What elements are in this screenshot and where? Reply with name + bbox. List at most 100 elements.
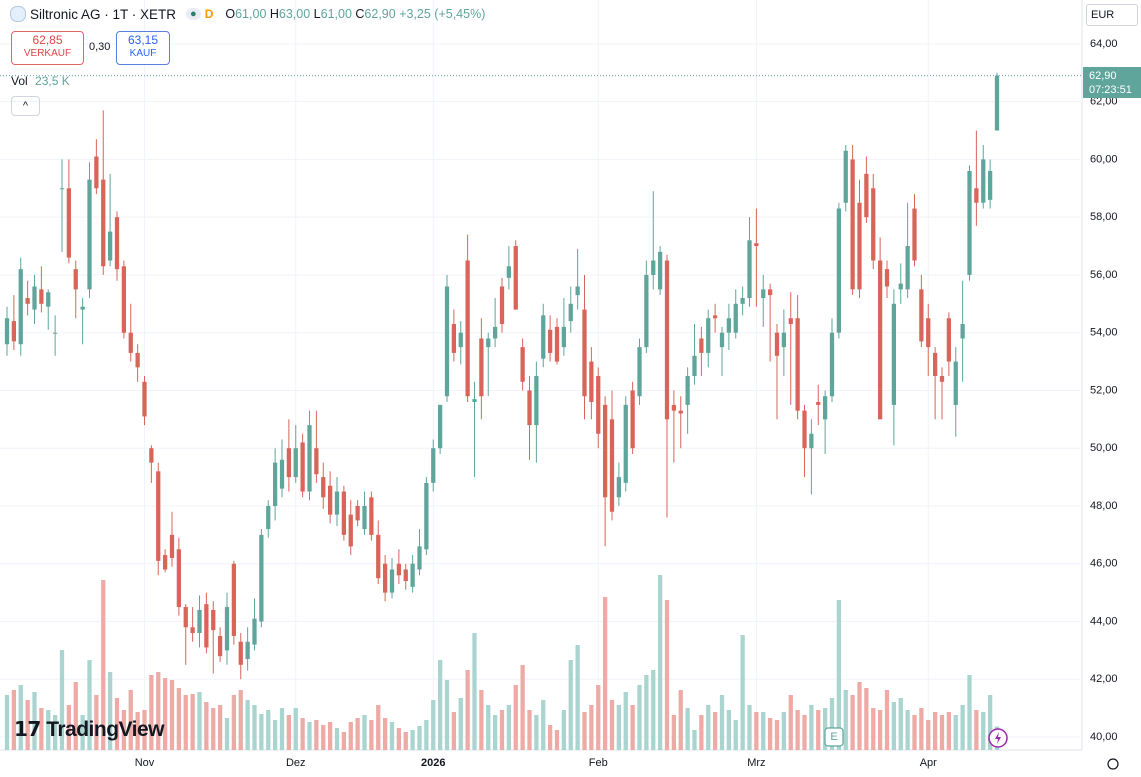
volume-bar bbox=[850, 695, 855, 750]
volume-bar bbox=[417, 726, 422, 750]
axis-layer: 40,00 42,00 44,00 46,00 48,00 50,00 52,00 54,00… bbox=[0, 38, 1118, 769]
candle-body bbox=[327, 485, 333, 515]
candle-body bbox=[891, 303, 897, 405]
candle-body bbox=[829, 332, 835, 397]
candle-body bbox=[128, 332, 133, 353]
volume-bar bbox=[300, 718, 305, 750]
candle-body bbox=[788, 318, 793, 325]
ohlc-values: O61,00 H63,00 L61,00 C62,90 +3,25 (+5,45… bbox=[225, 7, 485, 21]
candle-body bbox=[589, 361, 594, 403]
candle-body bbox=[183, 607, 188, 628]
volume-bar bbox=[410, 730, 415, 750]
candle-body bbox=[685, 376, 690, 405]
candle-body bbox=[602, 404, 608, 498]
volume-bar bbox=[637, 685, 642, 750]
volume-bar bbox=[740, 635, 745, 750]
volume-bar bbox=[678, 690, 683, 750]
volume-bar bbox=[884, 690, 890, 750]
candle-body bbox=[293, 448, 298, 478]
volume-bar bbox=[905, 710, 910, 750]
candle-body bbox=[795, 318, 800, 411]
candle-body bbox=[362, 505, 367, 530]
candle-body bbox=[767, 289, 773, 296]
sell-button[interactable]: 62,85 VERKAUF bbox=[11, 31, 84, 65]
volume-bar bbox=[644, 675, 649, 750]
collapse-button[interactable]: ^ bbox=[11, 96, 40, 116]
earnings-icon[interactable] bbox=[824, 727, 844, 747]
candle-body bbox=[898, 283, 903, 290]
volume-bar bbox=[582, 712, 587, 750]
candle-body bbox=[981, 159, 986, 203]
candle-body bbox=[107, 231, 113, 261]
symbol-title[interactable]: Siltronic AG · 1T · XETR bbox=[30, 6, 177, 22]
candle-body bbox=[905, 246, 910, 290]
volume-bar bbox=[437, 660, 443, 750]
volume-bar bbox=[162, 678, 168, 750]
candle-body bbox=[66, 188, 72, 258]
candle-body bbox=[176, 549, 182, 608]
candle-body bbox=[121, 266, 127, 333]
candle-body bbox=[135, 352, 140, 368]
price-tag-value: 62,90 bbox=[1089, 70, 1117, 82]
volume-bar bbox=[932, 712, 938, 750]
volume-bar bbox=[114, 698, 120, 750]
candle-body bbox=[774, 332, 780, 356]
candle-body bbox=[73, 269, 78, 290]
candle-body bbox=[190, 627, 195, 634]
candle-body bbox=[197, 609, 202, 634]
candle-body bbox=[417, 546, 422, 570]
volume-bar bbox=[919, 708, 924, 750]
volume-bar bbox=[802, 715, 807, 750]
candle-body bbox=[953, 361, 958, 405]
volume-bar bbox=[183, 695, 188, 750]
candle-body bbox=[114, 217, 120, 270]
c-value: 62,90 bbox=[364, 7, 396, 21]
legend-row: Siltronic AG · 1T · XETR ● D O61,00 H63,… bbox=[10, 6, 485, 22]
candle-body bbox=[712, 315, 718, 319]
volume-bar bbox=[953, 715, 958, 750]
volume-bar bbox=[190, 694, 195, 750]
vol-label: Vol bbox=[11, 74, 28, 88]
candle-layer bbox=[4, 72, 1000, 680]
candle-body bbox=[300, 442, 305, 492]
volume-bar bbox=[348, 722, 353, 750]
volume-bar bbox=[341, 732, 347, 750]
candle-body bbox=[726, 318, 732, 333]
delay-badge[interactable]: D bbox=[204, 7, 214, 21]
candle-body bbox=[156, 471, 161, 561]
volume-bar bbox=[321, 725, 326, 750]
candle-body bbox=[266, 505, 271, 530]
l-label: L bbox=[313, 7, 321, 21]
change: +3,25 (+5,45%) bbox=[399, 7, 486, 21]
volume-bar bbox=[836, 600, 842, 750]
volume-bar bbox=[671, 715, 677, 750]
candle-body bbox=[451, 324, 457, 353]
currency-button[interactable]: EUR bbox=[1086, 4, 1138, 26]
buy-button[interactable]: 63,15 KAUF bbox=[116, 31, 170, 65]
candle-body bbox=[142, 381, 147, 417]
candle-body bbox=[939, 376, 945, 382]
settings-icon[interactable] bbox=[1107, 758, 1119, 770]
volume-bar bbox=[754, 712, 759, 750]
volume-legend: Vol 23,5 K bbox=[11, 74, 70, 88]
y-tick-label: 52,00 bbox=[1090, 384, 1118, 396]
candle-body bbox=[967, 170, 972, 275]
candle-body bbox=[657, 251, 663, 290]
volume-bar bbox=[149, 675, 154, 750]
volume-bar bbox=[73, 682, 78, 750]
volume-bar bbox=[692, 730, 697, 750]
candle-body bbox=[864, 173, 869, 218]
market-status[interactable]: ● bbox=[186, 8, 201, 20]
candle-body bbox=[706, 318, 711, 353]
candle-body bbox=[486, 338, 491, 348]
volume-bar bbox=[252, 705, 257, 750]
y-tick-label: 50,00 bbox=[1090, 442, 1118, 454]
candle-body bbox=[279, 459, 285, 489]
y-tick-label: 46,00 bbox=[1090, 558, 1118, 570]
candle-body bbox=[596, 376, 601, 434]
candle-body bbox=[974, 188, 979, 203]
candle-body bbox=[926, 318, 931, 348]
candle-body bbox=[403, 569, 408, 582]
candle-body bbox=[259, 534, 264, 622]
candle-body bbox=[857, 202, 862, 290]
